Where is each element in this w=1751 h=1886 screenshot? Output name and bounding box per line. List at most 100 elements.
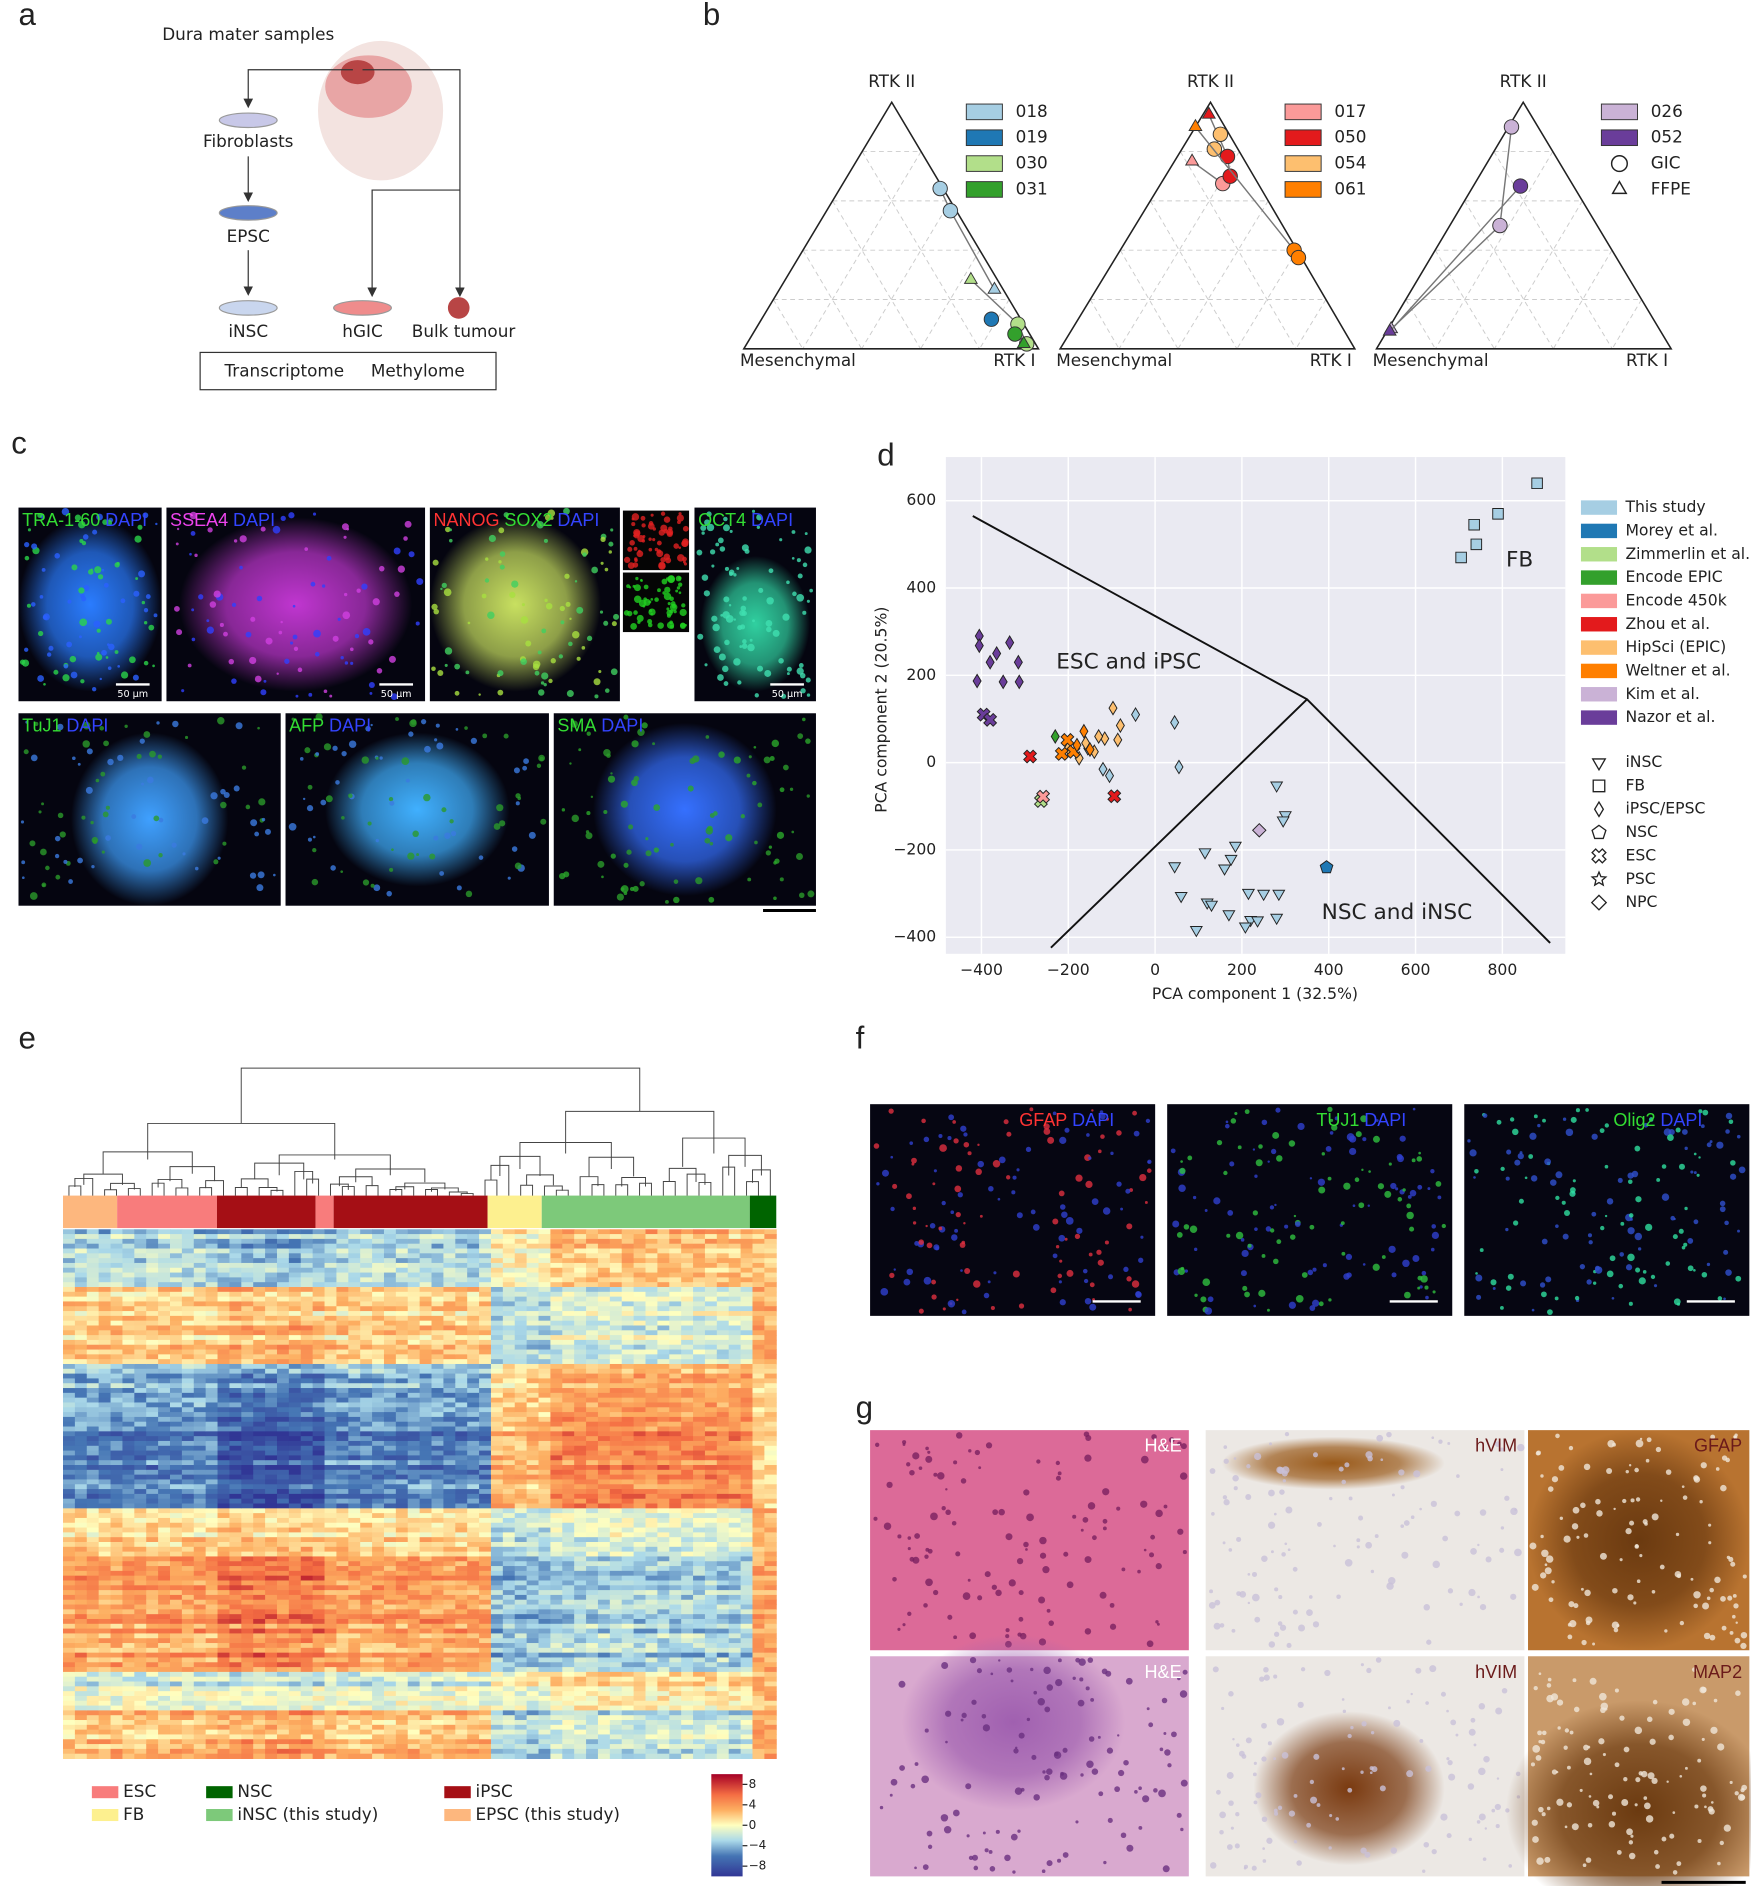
heatmap-cell bbox=[348, 1638, 361, 1644]
heatmap-cell bbox=[514, 1599, 528, 1606]
heatmap-cell bbox=[74, 1729, 88, 1735]
heatmap-cell bbox=[324, 1618, 337, 1625]
heatmap-cell bbox=[63, 1744, 76, 1750]
heatmap-cell bbox=[324, 1344, 337, 1351]
heatmap-cell bbox=[98, 1378, 112, 1384]
heatmap-cell bbox=[205, 1724, 219, 1731]
heatmap-cell bbox=[288, 1686, 302, 1692]
heatmap-cell bbox=[419, 1517, 433, 1524]
heatmap-cell bbox=[253, 1474, 266, 1480]
heatmap-cell bbox=[276, 1306, 290, 1312]
corner-label: RTK I bbox=[993, 350, 1035, 370]
heatmap-cell bbox=[455, 1667, 468, 1673]
heatmap-cell bbox=[395, 1566, 409, 1572]
heatmap-cell bbox=[372, 1243, 385, 1249]
heatmap-cell bbox=[229, 1681, 242, 1687]
heatmap-cell bbox=[550, 1609, 563, 1615]
heatmap-cell bbox=[312, 1748, 326, 1755]
heatmap-cell bbox=[288, 1474, 302, 1480]
heatmap-cell bbox=[526, 1710, 539, 1716]
heatmap-cell bbox=[312, 1474, 326, 1480]
heatmap-cell bbox=[455, 1590, 468, 1596]
heatmap-cell bbox=[443, 1378, 456, 1384]
heatmap-cell bbox=[431, 1407, 444, 1413]
heatmap-cell bbox=[407, 1253, 421, 1259]
heatmap-cell bbox=[562, 1262, 575, 1269]
heatmap-cell bbox=[300, 1739, 314, 1745]
heatmap-cell bbox=[265, 1652, 278, 1658]
heatmap-cell bbox=[407, 1243, 421, 1249]
heatmap-cell bbox=[490, 1421, 504, 1428]
heatmap-cell bbox=[276, 1339, 290, 1346]
heatmap-cell bbox=[395, 1229, 409, 1235]
heatmap-cell bbox=[63, 1517, 76, 1524]
heatmap-cell bbox=[217, 1354, 230, 1360]
heatmap-cell bbox=[229, 1618, 242, 1625]
heatmap-cell bbox=[122, 1517, 135, 1524]
heatmap-cell bbox=[407, 1498, 421, 1504]
heatmap-cell bbox=[538, 1330, 551, 1336]
legend-label: 018 bbox=[1016, 101, 1048, 121]
heatmap-cell bbox=[86, 1277, 100, 1283]
heatmap-cell bbox=[479, 1436, 492, 1442]
heatmap-cell bbox=[312, 1306, 326, 1312]
heatmap-cell bbox=[455, 1455, 468, 1461]
heatmap-cell bbox=[288, 1546, 302, 1553]
heatmap-cell bbox=[312, 1267, 326, 1274]
heatmap-cell bbox=[276, 1436, 290, 1442]
heatmap-cell bbox=[312, 1416, 326, 1423]
heatmap-cell bbox=[538, 1306, 551, 1312]
heatmap-cell bbox=[98, 1301, 112, 1307]
heatmap-cell bbox=[288, 1287, 302, 1293]
heatmap-cell bbox=[431, 1460, 444, 1466]
heatmap-cell bbox=[193, 1493, 207, 1500]
heatmap-cell bbox=[217, 1628, 230, 1634]
heatmap-cell bbox=[217, 1493, 230, 1500]
heatmap-cell bbox=[336, 1383, 349, 1389]
heatmap-cell bbox=[348, 1469, 361, 1476]
heatmap-cell bbox=[98, 1681, 112, 1687]
heatmap-cell bbox=[181, 1315, 195, 1322]
heatmap-cell bbox=[538, 1681, 551, 1687]
heatmap-cell bbox=[348, 1585, 361, 1591]
heatmap-cell bbox=[205, 1532, 219, 1538]
heatmap-cell bbox=[205, 1436, 219, 1442]
heatmap-cell bbox=[158, 1695, 171, 1702]
heatmap-cell bbox=[205, 1335, 219, 1341]
heatmap-cell bbox=[467, 1662, 480, 1668]
heatmap-cell bbox=[502, 1349, 516, 1355]
corner-label: RTK II bbox=[1187, 71, 1234, 91]
heatmap-cell bbox=[181, 1262, 195, 1269]
heatmap-cell bbox=[205, 1662, 219, 1668]
heatmap-cell bbox=[514, 1248, 528, 1254]
heatmap-cell bbox=[348, 1320, 361, 1326]
heatmap-cell bbox=[110, 1311, 123, 1317]
heatmap-cell bbox=[229, 1262, 242, 1269]
heatmap-cell bbox=[431, 1339, 444, 1346]
heatmap-cell bbox=[312, 1638, 326, 1644]
heatmap-cell bbox=[265, 1392, 278, 1399]
heatmap-cell bbox=[550, 1527, 563, 1533]
heatmap-cell bbox=[372, 1551, 385, 1557]
heatmap-cell bbox=[407, 1392, 421, 1399]
heatmap-cell bbox=[502, 1474, 516, 1480]
heatmap-cell bbox=[122, 1479, 135, 1485]
heatmap-cell bbox=[288, 1667, 302, 1673]
heatmap-cell bbox=[205, 1700, 219, 1707]
heatmap-cell bbox=[562, 1258, 575, 1264]
heatmap-cell bbox=[217, 1623, 230, 1630]
heatmap-cell bbox=[312, 1657, 326, 1663]
heatmap-cell bbox=[550, 1383, 563, 1389]
heatmap-cell bbox=[526, 1296, 539, 1302]
heatmap-cell bbox=[514, 1537, 528, 1543]
heatmap-cell bbox=[110, 1493, 123, 1500]
heatmap-cell bbox=[169, 1412, 183, 1418]
heatmap-cell bbox=[241, 1633, 254, 1639]
heatmap-cell bbox=[407, 1599, 421, 1606]
heatmap-cell bbox=[193, 1436, 207, 1442]
heatmap-cell bbox=[550, 1503, 563, 1509]
heatmap-cell bbox=[122, 1248, 135, 1254]
heatmap-cell bbox=[443, 1258, 456, 1264]
heatmap-cell bbox=[372, 1489, 385, 1495]
heatmap-cell bbox=[526, 1306, 539, 1312]
